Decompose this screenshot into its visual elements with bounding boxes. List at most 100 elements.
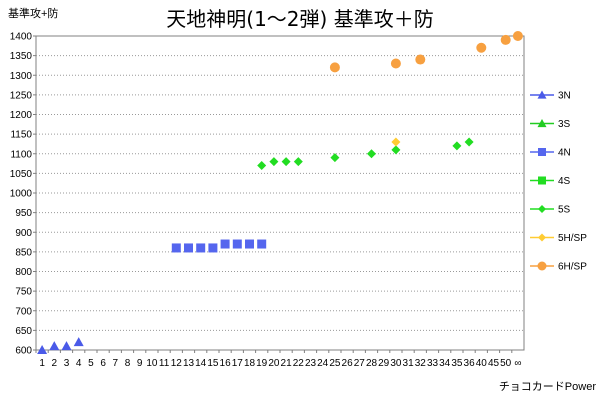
x-tick-label: 13 (183, 358, 195, 369)
y-axis-ticks: 600 650 700 750 800 850 900 950 1000 1050 1100 1150… (10, 32, 36, 357)
y-tick-label: 1400 (10, 32, 33, 43)
x-tick-label: 10 (146, 358, 158, 369)
data-point (329, 62, 340, 73)
x-tick-label: 32 (415, 358, 427, 369)
legend-item: 5S (530, 205, 571, 216)
series-5h-sp (391, 137, 401, 147)
y-tick-label: 1050 (10, 169, 33, 180)
data-point (37, 345, 48, 354)
x-tick-label: 12 (171, 358, 183, 369)
x-tick-label: 34 (439, 358, 451, 369)
legend-label: 4S (558, 176, 571, 187)
data-point (269, 157, 279, 167)
data-point (464, 137, 474, 147)
legend-marker (537, 261, 547, 271)
data-point (208, 243, 218, 253)
x-tick-label: 27 (354, 358, 366, 369)
series-4n (171, 239, 267, 253)
legend-marker (538, 176, 546, 185)
data-point (391, 137, 401, 147)
legend-label: 5S (558, 205, 571, 216)
legend-marker (538, 148, 546, 156)
x-tick-label: 19 (256, 358, 268, 369)
y-tick-label: 750 (15, 287, 32, 298)
x-tick-label: 31 (403, 358, 415, 369)
x-tick-label: 2 (52, 358, 58, 369)
legend-label: 5H/SP (558, 233, 587, 244)
x-axis-title: チョコカードPower (499, 380, 597, 393)
x-tick-label: 36 (464, 358, 476, 369)
x-tick-label: 20 (268, 358, 280, 369)
y-axis-title: 基準攻+防 (8, 6, 58, 20)
x-tick-label: 33 (427, 358, 439, 369)
legend-item: 3N (530, 90, 571, 102)
x-tick-label: 25 (329, 358, 341, 369)
y-tick-label: 1150 (10, 130, 32, 141)
legend-marker (538, 233, 546, 242)
data-point (257, 239, 267, 249)
x-tick-label: 26 (342, 358, 354, 369)
data-point (390, 58, 401, 69)
x-tick-label: 11 (159, 358, 170, 369)
data-point (184, 243, 193, 253)
legend-marker (537, 119, 547, 128)
legend-marker (537, 90, 547, 99)
series-6h-sp (329, 31, 523, 73)
grid-lines (36, 55, 524, 331)
x-axis-ticks: 1 2 3 4 5 6 7 8 9 10 11 12 13 14 15 16 17 18 19 20 21 22 23 24 2… (35, 350, 521, 369)
data-point (245, 239, 254, 249)
series-5s (257, 137, 474, 171)
x-tick-label: 45 (488, 358, 500, 369)
y-tick-label: 1200 (10, 110, 33, 121)
legend-item: 3S (530, 119, 571, 130)
x-tick-label: 40 (476, 358, 488, 369)
y-tick-label: 1100 (10, 149, 32, 160)
x-tick-label: 23 (305, 358, 317, 369)
data-point (281, 157, 291, 167)
legend-label: 6H/SP (558, 262, 587, 273)
data-point (512, 31, 523, 41)
x-tick-label: 15 (207, 358, 219, 369)
legend-marker (538, 205, 546, 213)
y-tick-label: 650 (15, 326, 32, 337)
data-point (415, 54, 426, 65)
x-tick-label: 22 (293, 358, 305, 369)
data-point (49, 341, 60, 351)
data-points (37, 31, 523, 354)
y-tick-label: 950 (15, 208, 32, 219)
x-tick-label: 35 (451, 358, 463, 369)
legend-label: 3N (558, 91, 571, 102)
x-tick-label: 16 (220, 358, 232, 369)
y-tick-label: 1300 (10, 71, 33, 82)
legend-item: 6H/SP (530, 261, 587, 273)
series-3n (37, 337, 84, 354)
data-point (476, 42, 487, 53)
data-point (367, 149, 376, 159)
data-point (391, 145, 401, 155)
x-tick-label: 3 (64, 358, 70, 369)
x-tick-label: 8 (125, 358, 131, 369)
legend-item: 4N (530, 148, 571, 159)
y-tick-label: 600 (15, 346, 32, 357)
x-tick-label: 28 (366, 358, 378, 369)
x-tick-label: 7 (113, 358, 119, 369)
chart-title: 天地神明(1～2弾) 基準攻＋防 (166, 7, 433, 31)
legend-item: 4S (530, 176, 571, 187)
data-point (61, 341, 72, 351)
y-tick-label: 900 (15, 228, 32, 239)
data-point (330, 153, 340, 163)
data-point (171, 243, 181, 253)
x-tick-label: 5 (88, 358, 94, 369)
y-tick-label: 1000 (10, 189, 33, 200)
y-tick-label: 1350 (10, 51, 33, 62)
legend: 3N 3S 4N 4S 5S 5H/SP 6H/SP (530, 90, 587, 273)
y-tick-label: 800 (15, 267, 32, 278)
x-tick-label: 4 (76, 358, 82, 369)
y-tick-label: 700 (15, 306, 32, 317)
data-point (452, 141, 462, 151)
x-tick-label: ∞ (514, 358, 521, 369)
data-point (232, 239, 242, 249)
x-tick-label: 9 (137, 358, 143, 369)
x-tick-label: 24 (317, 358, 329, 369)
